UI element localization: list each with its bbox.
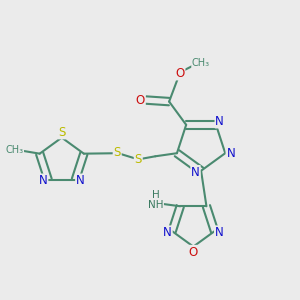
Text: CH₃: CH₃ [5,145,23,155]
Text: N: N [39,174,47,188]
Text: H: H [152,190,159,200]
Text: N: N [163,226,172,239]
Text: S: S [113,146,121,159]
Text: N: N [226,147,235,160]
Text: N: N [215,226,224,239]
Text: NH: NH [148,200,163,210]
Text: O: O [175,67,184,80]
Text: N: N [76,174,85,188]
Text: CH₃: CH₃ [192,58,210,68]
Text: N: N [191,166,200,179]
Text: O: O [189,246,198,259]
Text: O: O [136,94,145,106]
Text: N: N [215,115,224,128]
Text: S: S [58,125,65,139]
Text: S: S [135,153,142,166]
